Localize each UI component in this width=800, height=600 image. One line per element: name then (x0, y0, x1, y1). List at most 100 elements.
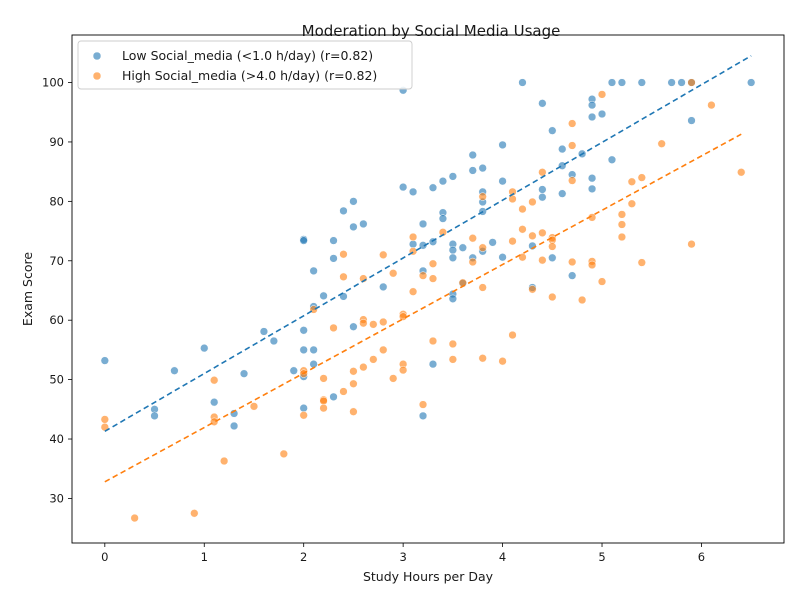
data-point (538, 228, 547, 238)
x-tick-label: 2 (300, 550, 307, 564)
data-point (617, 210, 627, 219)
data-point (687, 239, 696, 249)
data-point (100, 415, 109, 424)
data-point (518, 204, 527, 214)
x-tick-label: 5 (598, 550, 605, 564)
data-point (468, 150, 477, 160)
data-point (428, 259, 438, 268)
data-point (349, 367, 358, 376)
data-point (747, 78, 756, 87)
data-point (239, 369, 249, 378)
data-point (200, 343, 209, 353)
data-point (279, 449, 288, 459)
trend-layer (104, 55, 752, 483)
data-point (408, 287, 418, 296)
data-point (349, 322, 358, 331)
data-point (408, 239, 418, 249)
data-point (617, 220, 627, 229)
legend-box (77, 40, 413, 90)
data-point (538, 168, 547, 177)
data-point (299, 403, 308, 413)
plot-frame (71, 34, 785, 544)
y-axis-label: Exam Score (20, 252, 35, 326)
data-point (309, 266, 318, 276)
x-tick-label: 1 (201, 550, 208, 564)
data-point (448, 339, 458, 349)
y-tick-label: 90 (49, 135, 64, 149)
data-point (597, 90, 607, 99)
series-layer (100, 78, 756, 523)
data-point (130, 513, 139, 523)
data-point (359, 219, 368, 229)
data-point (438, 228, 448, 237)
data-point (398, 365, 408, 375)
data-point (538, 193, 547, 202)
data-point (558, 144, 567, 154)
data-point (319, 396, 328, 406)
data-point (299, 326, 308, 335)
data-point (299, 411, 308, 420)
y-tick-label: 30 (49, 491, 64, 505)
data-point (389, 374, 398, 383)
data-point (428, 336, 438, 346)
data-point (568, 119, 577, 128)
data-point (418, 400, 428, 409)
data-point (428, 183, 438, 192)
data-point (418, 219, 428, 229)
data-point (339, 206, 348, 216)
data-point (528, 285, 537, 294)
data-point (299, 345, 308, 355)
data-point (538, 256, 547, 265)
data-point (498, 357, 507, 366)
data-point (210, 398, 219, 407)
data-point (617, 78, 627, 87)
data-point (508, 330, 517, 340)
data-point (349, 197, 358, 206)
data-point (428, 274, 438, 283)
data-point (309, 345, 318, 355)
data-point (548, 292, 557, 302)
legend-marker-high (92, 71, 102, 81)
data-point (408, 187, 418, 197)
data-point (607, 78, 617, 87)
data-point (548, 253, 557, 262)
y-tick-label: 70 (49, 254, 64, 268)
data-point (408, 232, 418, 242)
data-point (587, 100, 597, 110)
data-point (587, 112, 597, 122)
data-point (548, 242, 557, 251)
data-point (369, 320, 378, 329)
data-point (637, 258, 646, 267)
data-point (210, 376, 219, 385)
data-point (478, 243, 487, 252)
data-point (319, 374, 328, 383)
data-point (339, 387, 348, 396)
trend-line-0 (104, 55, 752, 432)
data-point (508, 237, 517, 246)
data-point (587, 184, 597, 194)
data-point (349, 222, 358, 232)
data-point (637, 78, 646, 87)
data-point (707, 100, 716, 110)
data-point (478, 192, 487, 201)
data-point (448, 294, 458, 303)
data-point (379, 250, 388, 259)
data-point (150, 411, 159, 421)
data-point (359, 319, 368, 328)
data-point (558, 189, 567, 198)
data-point (249, 402, 259, 411)
data-point (568, 257, 577, 267)
series-1 (100, 78, 746, 523)
data-point (568, 271, 577, 280)
data-point (577, 295, 587, 305)
data-point (329, 254, 338, 263)
data-point (359, 362, 368, 372)
data-point (538, 99, 547, 108)
data-point (269, 336, 279, 346)
data-point (528, 231, 537, 240)
data-point (627, 177, 637, 186)
data-point (329, 392, 338, 401)
data-point (568, 141, 577, 150)
data-point (379, 317, 388, 327)
legend-marker-low (92, 51, 102, 61)
